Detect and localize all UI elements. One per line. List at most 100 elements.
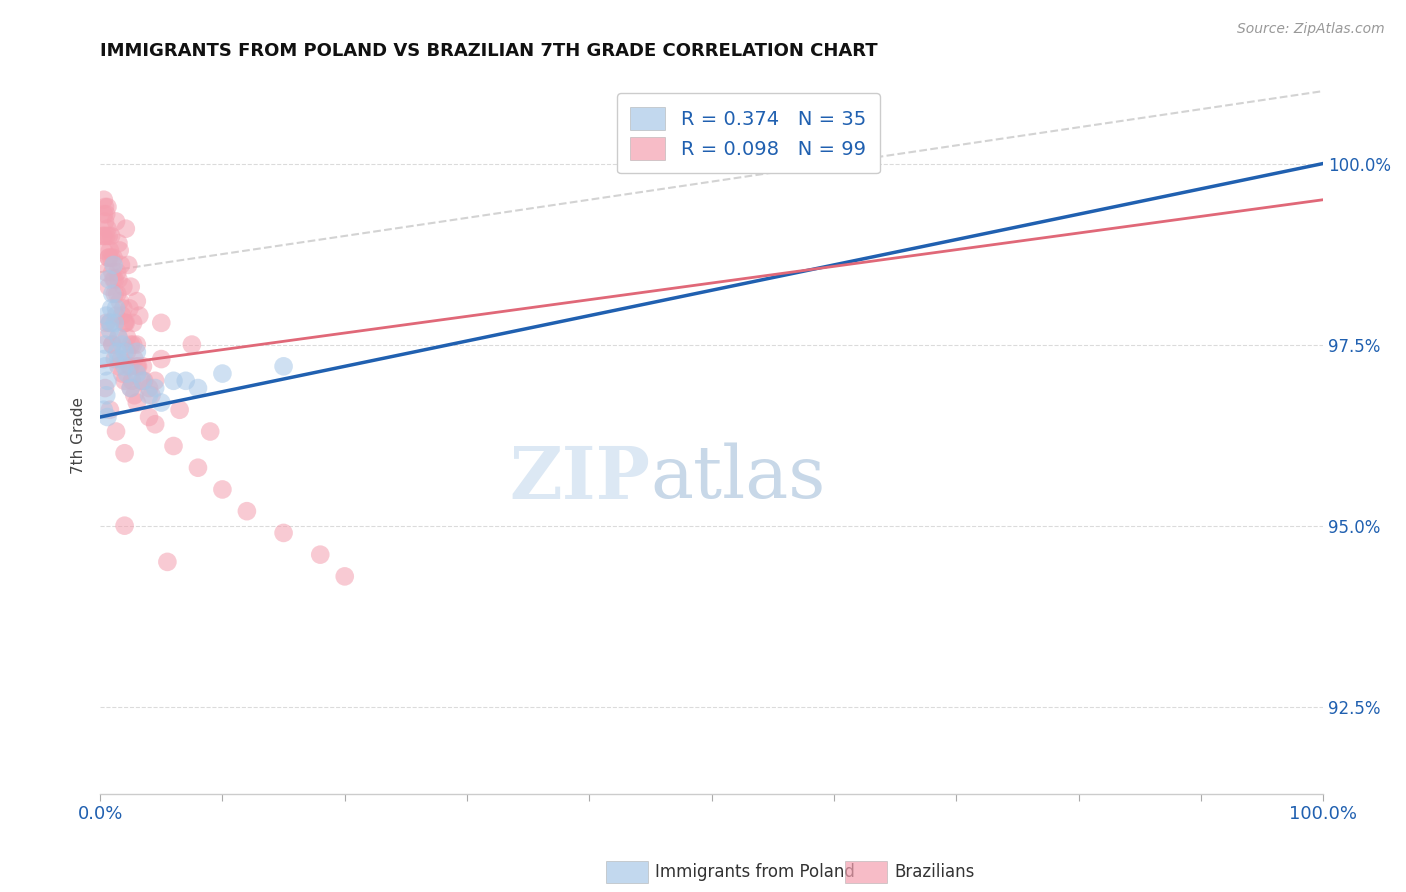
Point [104, 316, 127, 330]
Point [211, 367, 233, 381]
Point [94, 337, 117, 351]
Point [97, 251, 120, 265]
Point [134, 374, 156, 388]
Point [114, 344, 136, 359]
Point [114, 446, 136, 460]
Point [120, 359, 142, 374]
Point [236, 504, 259, 518]
Point [101, 265, 124, 279]
Point [112, 279, 135, 293]
Point [125, 367, 148, 381]
Point [174, 374, 197, 388]
Point [101, 286, 124, 301]
Point [94, 214, 117, 228]
Text: ZIP: ZIP [509, 442, 651, 514]
Point [103, 251, 125, 265]
Point [97, 229, 120, 244]
Text: Immigrants from Poland: Immigrants from Poland [655, 863, 855, 881]
Point [94, 359, 117, 374]
Point [98, 316, 121, 330]
Point [333, 569, 356, 583]
Point [118, 359, 141, 374]
Legend: R = 0.374   N = 35, R = 0.098   N = 99: R = 0.374 N = 35, R = 0.098 N = 99 [617, 94, 880, 173]
Point [104, 286, 127, 301]
Point [97, 279, 120, 293]
Point [96, 374, 118, 388]
Point [105, 344, 128, 359]
Text: atlas: atlas [651, 443, 825, 514]
Point [107, 330, 129, 344]
Point [143, 417, 166, 432]
Point [108, 294, 131, 309]
Point [115, 330, 138, 344]
Point [104, 272, 127, 286]
Point [96, 410, 118, 425]
Point [96, 316, 118, 330]
Point [143, 374, 166, 388]
Point [138, 410, 160, 425]
Point [115, 344, 138, 359]
Point [107, 236, 129, 251]
Point [93, 229, 115, 244]
Point [112, 301, 135, 316]
Point [111, 309, 134, 323]
Point [114, 316, 136, 330]
Point [107, 352, 129, 367]
Point [273, 525, 295, 540]
Point [107, 359, 129, 374]
Point [93, 193, 115, 207]
Point [101, 337, 124, 351]
Point [132, 374, 155, 388]
Point [100, 229, 122, 244]
Point [100, 251, 122, 265]
Point [124, 388, 146, 402]
Text: IMMIGRANTS FROM POLAND VS BRAZILIAN 7TH GRADE CORRELATION CHART: IMMIGRANTS FROM POLAND VS BRAZILIAN 7TH … [100, 42, 877, 60]
Point [138, 381, 160, 395]
Point [93, 244, 115, 258]
Point [187, 381, 209, 395]
Point [125, 395, 148, 409]
Point [114, 316, 136, 330]
Point [131, 374, 153, 388]
Point [122, 337, 145, 351]
Point [114, 518, 136, 533]
Point [211, 483, 233, 497]
Point [107, 330, 129, 344]
Point [98, 316, 121, 330]
Point [97, 251, 120, 265]
Point [141, 388, 163, 402]
Point [105, 286, 128, 301]
Point [124, 352, 146, 367]
Point [150, 352, 173, 367]
Text: Source: ZipAtlas.com: Source: ZipAtlas.com [1237, 22, 1385, 37]
Point [96, 229, 118, 244]
Point [96, 309, 118, 323]
Point [107, 272, 129, 286]
Point [128, 309, 150, 323]
Point [115, 367, 138, 381]
Point [111, 367, 134, 381]
Point [93, 207, 115, 221]
Point [96, 221, 118, 235]
Point [105, 309, 128, 323]
Point [111, 337, 134, 351]
Point [200, 425, 222, 439]
Point [132, 359, 155, 374]
Point [96, 330, 118, 344]
Point [97, 272, 120, 286]
Point [103, 272, 125, 286]
Point [162, 374, 184, 388]
Point [114, 374, 136, 388]
Point [114, 316, 136, 330]
Point [114, 221, 136, 235]
Point [98, 244, 121, 258]
Point [125, 337, 148, 351]
Point [103, 258, 125, 272]
Point [125, 344, 148, 359]
Point [125, 294, 148, 309]
Point [156, 555, 179, 569]
Point [98, 323, 121, 337]
Point [96, 200, 118, 214]
Point [91, 229, 114, 244]
Point [110, 258, 132, 272]
